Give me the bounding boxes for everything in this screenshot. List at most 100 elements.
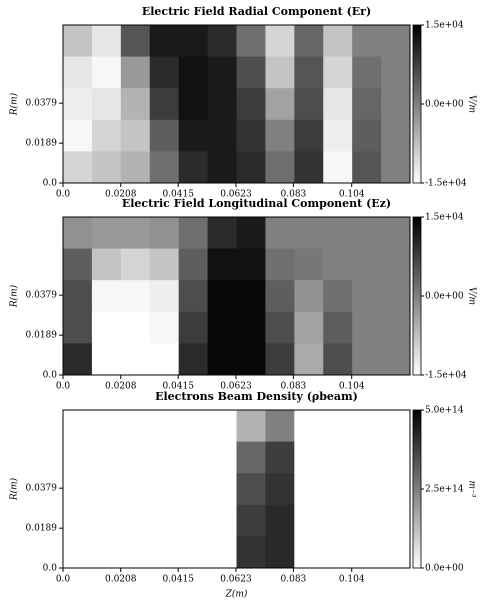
colorbar-tick-label: 0.0e+00: [425, 100, 464, 110]
heat-cell: [323, 248, 353, 281]
heat-cell: [381, 311, 411, 344]
heat-cell: [91, 25, 122, 58]
heat-cell: [236, 217, 266, 250]
heat-cell: [207, 280, 237, 313]
heat-cell: [91, 151, 122, 184]
heat-cell: [207, 441, 237, 474]
heat-cell: [120, 56, 151, 89]
colorbar-tick-label: 5.0e+14: [425, 406, 464, 416]
heat-cell: [63, 217, 93, 250]
y-tick-label: 0.0379: [26, 291, 58, 301]
heat-cell: [294, 151, 324, 184]
heat-cell: [63, 248, 93, 281]
heat-cell: [91, 248, 122, 281]
y-axis-label: R(m): [9, 284, 20, 308]
plot-frame: [62, 216, 411, 376]
heat-cell: [265, 536, 295, 569]
y-tick-label: 0.0: [43, 564, 58, 574]
heat-cell: [294, 504, 324, 537]
heat-cell: [63, 410, 93, 443]
heat-cell: [178, 119, 209, 152]
x-tick-label: 0.0415: [162, 190, 194, 200]
heat-cell: [120, 473, 151, 506]
heat-cell: [294, 343, 324, 376]
y-tick-label: 0.0189: [26, 139, 58, 149]
colorbar-tick-label: 0.0e+00: [425, 292, 464, 302]
heat-cell: [294, 119, 324, 152]
heat-cell: [236, 473, 266, 506]
heat-cell: [178, 56, 209, 89]
heat-cell: [236, 248, 266, 281]
heat-cell: [294, 311, 324, 344]
heat-cell: [294, 248, 324, 281]
x-tick-label: 0.0623: [220, 575, 252, 585]
heat-cell: [381, 280, 411, 313]
colorbar-tick-label: 1.5e+04: [425, 213, 464, 223]
heat-cell: [178, 151, 209, 184]
x-tick-label: 0.0: [56, 575, 71, 585]
heat-cell: [120, 441, 151, 474]
heat-cell: [236, 410, 266, 443]
x-tick-label: 0.0208: [105, 190, 137, 200]
heat-cell: [265, 56, 295, 89]
x-tick-label: 0.0623: [220, 382, 252, 392]
heat-cell: [352, 151, 382, 184]
heat-cell: [63, 151, 93, 184]
heat-cell: [178, 410, 209, 443]
heat-cell: [381, 217, 411, 250]
heat-cell: [323, 441, 353, 474]
heat-cell: [91, 119, 122, 152]
heat-cell: [352, 280, 382, 313]
heat-cell: [294, 280, 324, 313]
heat-cell: [91, 56, 122, 89]
heat-cell: [149, 410, 180, 443]
x-tick-label: 0.104: [339, 575, 365, 585]
heat-cell: [149, 504, 180, 537]
heat-cell: [294, 88, 324, 121]
heat-cell: [91, 280, 122, 313]
panel-title: Electric Field Longitudinal Component (E…: [122, 197, 391, 210]
heat-cell: [294, 410, 324, 443]
heat-cell: [323, 343, 353, 376]
heat-cell: [63, 536, 93, 569]
x-tick-label: 0.0: [56, 382, 71, 392]
heat-cell: [91, 410, 122, 443]
heat-cell: [207, 25, 237, 58]
heat-cell: [323, 56, 353, 89]
heat-cell: [265, 151, 295, 184]
y-tick-label: 0.0189: [26, 331, 58, 341]
heat-cell: [207, 88, 237, 121]
heat-cell: [352, 119, 382, 152]
heat-cell: [91, 88, 122, 121]
heat-cell: [294, 56, 324, 89]
x-tick-label: 0.083: [281, 190, 307, 200]
heat-cell: [91, 343, 122, 376]
y-tick-label: 0.0: [43, 371, 58, 381]
heat-cell: [120, 248, 151, 281]
heat-cell: [63, 88, 93, 121]
heat-cell: [236, 280, 266, 313]
heat-cell: [63, 311, 93, 344]
heat-cell: [323, 504, 353, 537]
heat-cell: [120, 343, 151, 376]
y-tick-label: 0.0189: [26, 524, 58, 534]
heat-cell: [381, 536, 411, 569]
heat-cell: [236, 151, 266, 184]
heat-cell: [207, 536, 237, 569]
heat-cell: [207, 504, 237, 537]
heat-cell: [207, 119, 237, 152]
heat-cell: [236, 343, 266, 376]
heat-cell: [236, 311, 266, 344]
heat-cell: [178, 536, 209, 569]
heat-cell: [265, 473, 295, 506]
heat-cell: [178, 248, 209, 281]
heat-cell: [352, 473, 382, 506]
heat-cell: [265, 248, 295, 281]
heat-cell: [323, 119, 353, 152]
x-tick-label: 0.0208: [105, 575, 137, 585]
heat-cell: [381, 119, 411, 152]
heat-cell: [207, 343, 237, 376]
heat-cell: [323, 473, 353, 506]
heat-cell: [236, 441, 266, 474]
